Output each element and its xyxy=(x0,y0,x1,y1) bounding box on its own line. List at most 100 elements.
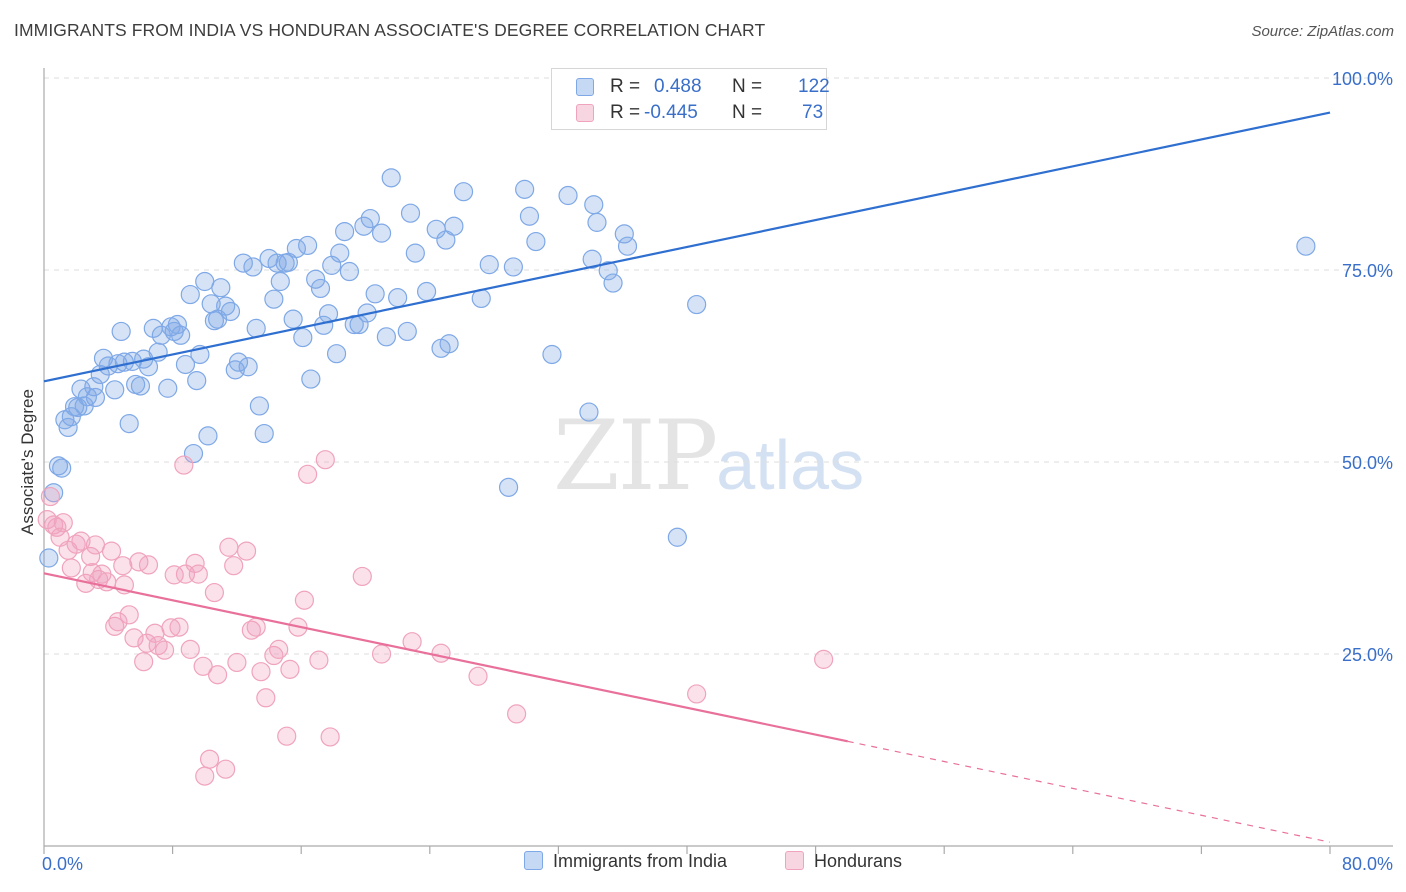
data-point xyxy=(339,261,360,282)
data-point xyxy=(40,486,61,507)
data-point xyxy=(376,327,396,347)
legend-n-value: 73 xyxy=(802,102,824,123)
data-point xyxy=(598,261,618,281)
data-point xyxy=(542,344,562,365)
watermark-atlas: atlas xyxy=(716,426,865,504)
data-point xyxy=(58,417,78,438)
watermark-zip: ZIP xyxy=(553,400,718,512)
data-point xyxy=(169,617,189,637)
data-point xyxy=(479,255,499,275)
trend-line-extension xyxy=(847,740,1331,843)
data-point xyxy=(388,288,408,308)
data-point xyxy=(381,168,401,188)
data-point xyxy=(558,185,578,206)
data-point xyxy=(53,513,73,533)
x-tick-label: 80.0% xyxy=(1342,854,1393,874)
data-point xyxy=(85,387,106,408)
data-point xyxy=(515,179,535,199)
data-point xyxy=(161,618,181,638)
data-point xyxy=(526,231,546,252)
data-point xyxy=(453,182,474,202)
data-point xyxy=(269,639,289,659)
data-point xyxy=(138,357,159,377)
data-point xyxy=(85,535,106,555)
data-point xyxy=(227,652,247,673)
y-tick-label: 50.0% xyxy=(1342,453,1393,473)
data-point xyxy=(310,278,331,299)
data-point xyxy=(519,206,540,226)
legend-n-label: N = xyxy=(732,76,763,97)
legend-n-value: 122 xyxy=(798,76,830,97)
data-point xyxy=(180,639,200,659)
data-point xyxy=(224,556,244,576)
data-point xyxy=(280,659,300,679)
data-point xyxy=(105,380,125,400)
data-point xyxy=(175,354,196,375)
data-point xyxy=(219,537,239,557)
data-point xyxy=(113,556,133,576)
data-point xyxy=(270,271,290,292)
data-point xyxy=(188,564,208,584)
data-point xyxy=(198,426,218,446)
data-point xyxy=(39,548,59,568)
data-point xyxy=(315,450,335,470)
data-point xyxy=(371,223,392,243)
legend-swatch-hondurans xyxy=(576,104,594,122)
data-point xyxy=(614,224,634,244)
data-point xyxy=(220,301,241,322)
legend-n-label: N = xyxy=(732,102,763,123)
y-tick-label: 75.0% xyxy=(1342,261,1393,281)
data-point xyxy=(371,644,392,664)
data-point xyxy=(211,278,231,298)
data-point xyxy=(251,662,271,682)
data-point xyxy=(587,212,607,232)
data-point xyxy=(185,553,205,573)
bottom-legend-label-india: Immigrants from India xyxy=(553,851,728,871)
data-point xyxy=(256,688,276,708)
data-point xyxy=(294,590,315,610)
data-point xyxy=(264,289,284,309)
series-india xyxy=(39,168,1316,568)
data-point xyxy=(277,726,297,746)
bottom-legend-india: Immigrants from India xyxy=(524,851,727,872)
data-point xyxy=(101,541,122,561)
data-point xyxy=(193,656,213,676)
data-point xyxy=(298,464,318,484)
data-point xyxy=(236,541,257,561)
data-point xyxy=(507,704,527,724)
data-point xyxy=(667,527,687,547)
data-point xyxy=(439,334,459,354)
data-point xyxy=(400,203,421,223)
data-point xyxy=(298,235,318,256)
data-point xyxy=(254,423,274,444)
data-point xyxy=(320,727,340,747)
data-point xyxy=(431,643,451,663)
x-tick-label: 0.0% xyxy=(42,854,83,874)
watermark: ZIPatlas xyxy=(553,400,864,512)
data-point xyxy=(1296,236,1316,256)
data-point xyxy=(249,396,270,416)
data-point xyxy=(416,281,437,302)
data-point xyxy=(119,605,139,625)
data-point xyxy=(503,257,523,277)
data-point xyxy=(158,378,178,398)
data-point xyxy=(246,617,266,637)
data-point xyxy=(81,546,101,567)
data-point xyxy=(584,195,604,215)
data-point xyxy=(354,216,374,236)
y-tick-label: 100.0% xyxy=(1332,69,1393,89)
data-point xyxy=(582,249,602,269)
data-point xyxy=(444,216,464,236)
data-point xyxy=(687,684,707,704)
data-point xyxy=(687,294,707,315)
data-point xyxy=(360,208,380,229)
legend-r-label: R = xyxy=(610,76,641,97)
chart-source: Source: ZipAtlas.com xyxy=(1251,23,1394,40)
data-point xyxy=(199,749,220,769)
legend-r-value: -0.445 xyxy=(644,102,698,123)
data-point xyxy=(579,402,599,422)
data-point xyxy=(68,397,88,418)
data-point xyxy=(130,376,151,396)
data-point xyxy=(171,325,191,345)
